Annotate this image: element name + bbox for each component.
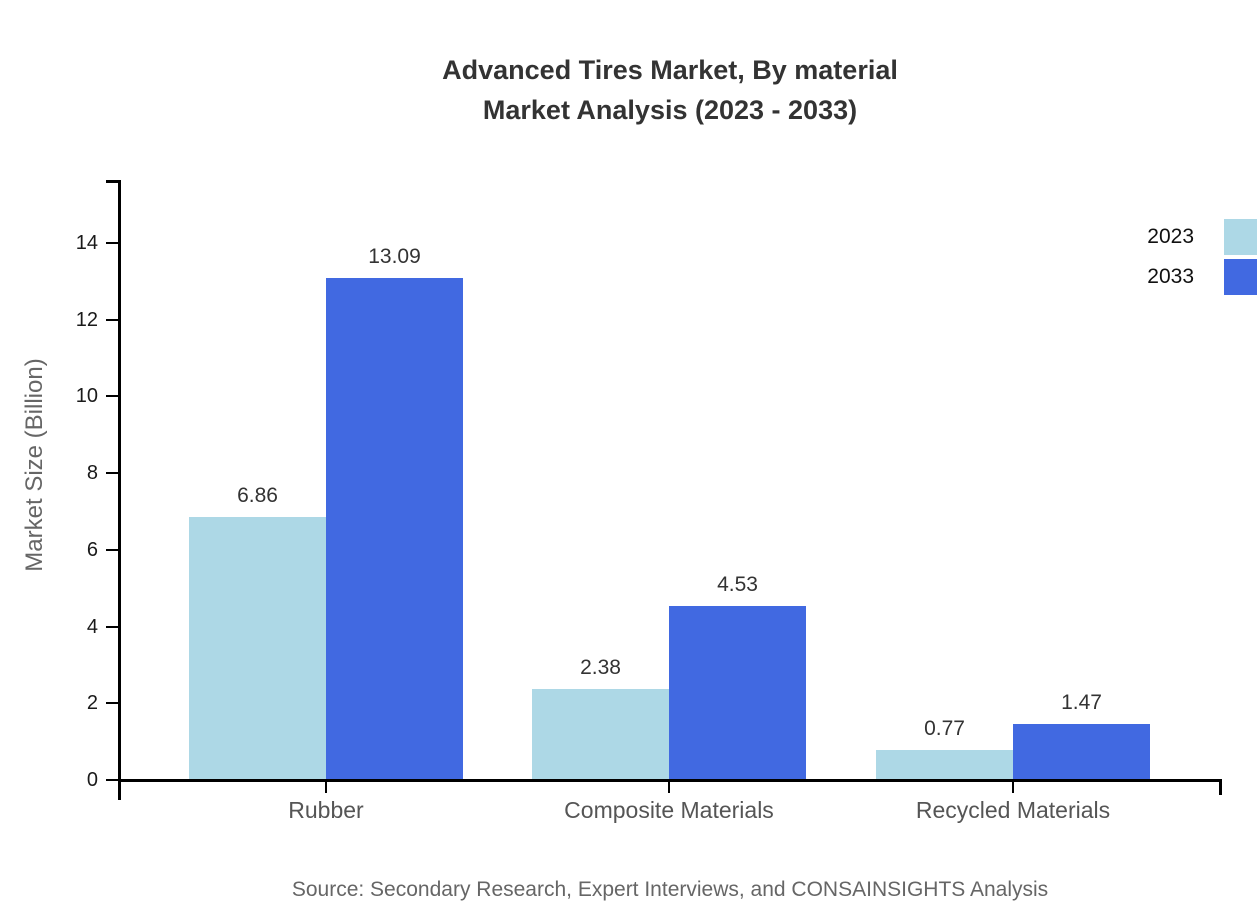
value-label: 0.77 xyxy=(924,717,965,740)
category-label-recycled-materials: Recycled Materials xyxy=(915,797,1111,823)
y-axis-line xyxy=(118,180,121,800)
chart-title-line1: Advanced Tires Market, By material xyxy=(442,55,898,85)
legend-row-2023: 2023 xyxy=(1147,219,1257,255)
value-label: 2.38 xyxy=(580,656,621,679)
y-tick-mark xyxy=(106,779,118,781)
bar-2033-rubber xyxy=(326,278,463,780)
y-tick-mark xyxy=(106,625,118,628)
chart-title-line2: Market Analysis (2023 - 2033) xyxy=(482,95,858,125)
x-tick-mark xyxy=(325,780,327,793)
bar-2023-recycled-materials xyxy=(876,750,1013,780)
x-axis-line xyxy=(118,779,1222,782)
legend-swatch-2033 xyxy=(1224,259,1257,295)
y-tick-label: 12 xyxy=(75,308,98,331)
chart-title: Advanced Tires Market, By material Marke… xyxy=(80,50,1260,130)
legend: 2023 2033 xyxy=(1147,219,1257,295)
bar-2033-recycled-materials xyxy=(1013,724,1150,780)
y-tick-mark xyxy=(106,318,118,321)
legend-row-2033: 2033 xyxy=(1147,259,1257,295)
legend-swatch-2023 xyxy=(1224,219,1257,255)
legend-label-2033: 2033 xyxy=(1147,265,1194,288)
value-label: 6.86 xyxy=(237,484,278,507)
value-label: 4.53 xyxy=(717,573,758,596)
y-tick-label: 14 xyxy=(75,232,98,254)
y-axis-end-cap xyxy=(106,180,118,183)
x-tick-mark xyxy=(1012,780,1014,793)
source-attribution: Source: Secondary Research, Expert Inter… xyxy=(291,878,1049,901)
y-tick-label: 2 xyxy=(86,692,98,715)
bar-2023-rubber xyxy=(189,517,326,780)
y-tick-mark xyxy=(106,702,118,705)
x-axis-end-cap xyxy=(1219,780,1222,795)
x-tick-mark xyxy=(668,780,670,793)
value-label: 1.47 xyxy=(1061,691,1102,714)
y-tick-label: 6 xyxy=(86,538,98,561)
legend-label-2023: 2023 xyxy=(1147,225,1194,248)
y-tick-mark xyxy=(106,548,118,551)
y-tick-mark xyxy=(106,242,118,244)
category-label-rubber: Rubber xyxy=(288,797,364,823)
category-label-composite-materials: Composite Materials xyxy=(564,797,774,823)
y-tick-mark xyxy=(106,395,118,398)
y-tick-label: 0 xyxy=(86,769,98,791)
bar-2033-composite-materials xyxy=(669,606,806,780)
bar-2023-composite-materials xyxy=(532,689,669,780)
y-tick-mark xyxy=(106,472,118,475)
y-tick-label: 8 xyxy=(86,462,98,485)
y-tick-label: 10 xyxy=(75,385,98,408)
y-tick-label: 4 xyxy=(86,615,98,638)
value-label: 13.09 xyxy=(368,245,421,268)
